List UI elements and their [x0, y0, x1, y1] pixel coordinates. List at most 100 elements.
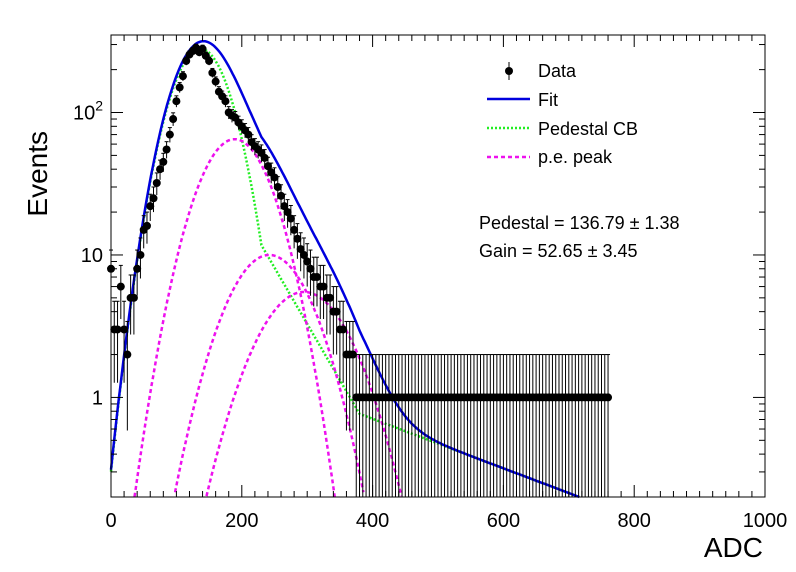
data-point-marker [129, 293, 138, 302]
data-point-marker [270, 173, 279, 182]
pe-peak-curve-2 [173, 253, 365, 493]
data-point-marker [286, 214, 295, 223]
data-point [332, 286, 341, 355]
legend-entry-data: Data [505, 61, 577, 81]
legend-label-fit: Fit [538, 90, 558, 110]
data-point [293, 223, 302, 259]
legend-label-pedestal: Pedestal CB [538, 119, 638, 139]
data-point-marker [260, 153, 269, 162]
x-axis-label: ADC [704, 532, 763, 563]
data-point [133, 249, 142, 296]
data-point-marker [283, 208, 292, 217]
data-point-marker [205, 56, 214, 65]
data-point-marker [149, 194, 158, 203]
data-point [296, 232, 305, 272]
data-point-marker [303, 257, 312, 266]
data-point [162, 141, 171, 159]
data-point-marker [348, 350, 357, 359]
data-point [165, 127, 174, 143]
data-point-marker [280, 202, 289, 211]
data-point-marker [162, 145, 171, 154]
x-tick-label: 400 [356, 510, 389, 532]
data-point [120, 300, 129, 383]
data-point [178, 71, 187, 81]
data-point-marker [133, 264, 142, 273]
data-point-marker [319, 282, 328, 291]
legend-label-data: Data [538, 61, 577, 81]
data-point [290, 215, 299, 249]
data-point-marker [306, 264, 315, 273]
data-point-marker [293, 234, 302, 243]
data-point [283, 199, 292, 228]
data-point-marker [313, 273, 322, 282]
data-point [182, 56, 191, 66]
data-point [326, 274, 335, 335]
data-point-marker [604, 393, 613, 402]
data-point-marker [244, 130, 253, 139]
data-point-marker [211, 77, 220, 86]
legend-entry-fit: Fit [487, 90, 558, 110]
data-point [113, 300, 122, 383]
data-point-marker [221, 97, 230, 106]
data-point-marker [208, 68, 217, 77]
y-axis-label: Events [22, 131, 53, 217]
data-point [303, 243, 312, 287]
data-point-marker [296, 245, 305, 254]
data-point [149, 186, 158, 213]
data-point-marker [152, 179, 161, 188]
data-point-marker [169, 115, 178, 124]
x-tick-label: 600 [487, 510, 520, 532]
gain-annotation: Gain = 52.65 ± 3.45 [479, 241, 638, 261]
data-point [211, 76, 220, 87]
data-point [172, 95, 181, 108]
data-point [306, 249, 315, 296]
data-point-marker [178, 72, 187, 81]
data-point-marker [326, 293, 335, 302]
data-point [604, 354, 613, 497]
data-point [208, 67, 217, 78]
data-point-marker [299, 250, 308, 259]
data-point-marker [159, 157, 168, 166]
data-point [313, 256, 322, 307]
data-point-marker [172, 97, 181, 106]
data-point [299, 237, 308, 279]
data-point-marker [120, 325, 129, 334]
data-point-marker [198, 44, 207, 53]
data-point-marker [332, 307, 341, 316]
pe-peak-curve-1 [133, 137, 336, 497]
data-point [123, 320, 132, 431]
data-point [280, 193, 289, 222]
data-point-marker [156, 165, 165, 174]
data-points [107, 43, 613, 497]
legend: Data Fit Pedestal CB p.e. peak [487, 61, 638, 167]
legend-entry-pedestal: Pedestal CB [487, 119, 638, 139]
data-point [205, 56, 214, 66]
data-point [169, 112, 178, 126]
legend-entry-pe-peak: p.e. peak [487, 147, 613, 167]
data-point-marker [339, 325, 348, 334]
data-point [348, 320, 357, 431]
data-point-marker [263, 162, 272, 171]
data-point-marker [165, 130, 174, 139]
data-point-marker [136, 250, 145, 259]
data-point-marker [175, 83, 184, 92]
legend-data-marker [505, 67, 513, 75]
data-point [152, 172, 161, 196]
data-point [142, 211, 151, 244]
legend-label-pe-peak: p.e. peak [538, 147, 613, 167]
data-point [159, 152, 168, 172]
data-point-marker [113, 325, 122, 334]
data-point [339, 300, 348, 383]
data-point [244, 127, 253, 143]
x-tick-label: 200 [225, 510, 258, 532]
data-point [221, 95, 230, 108]
data-point [175, 82, 184, 93]
pedestal-annotation: Pedestal = 136.79 ± 1.38 [479, 213, 680, 233]
x-tick-label: 0 [105, 510, 116, 532]
y-tick-label: 1 [92, 387, 103, 409]
data-point [116, 264, 125, 320]
data-point-marker [182, 56, 191, 65]
data-point-marker [116, 282, 125, 291]
data-point [136, 237, 145, 279]
